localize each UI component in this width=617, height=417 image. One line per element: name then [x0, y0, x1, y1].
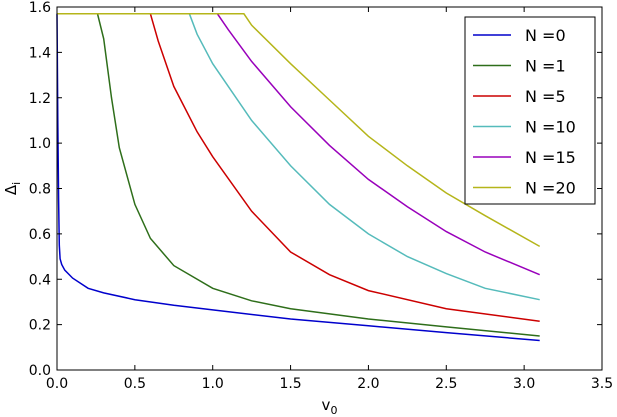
ticks-layer: 0.0 0.5 1.0 1.5 2.0 2.5 3.0 3.5 0.0 0.2 0.4 0.6 0.8 1…: [29, 0, 613, 392]
y-tick-label: 1.6: [29, 0, 51, 16]
y-tick-label: 1.4: [29, 45, 51, 61]
series-layer: [56, 13, 541, 342]
x-axis-label: v0: [322, 396, 338, 417]
x-tick-label: 2.5: [435, 376, 457, 392]
x-tick-label: 0.0: [46, 376, 68, 392]
x-tick-label: 3.0: [513, 376, 535, 392]
series-line-3: [57, 13, 540, 301]
x-axis-label-main: v: [322, 396, 331, 414]
legend-label-3: N =10: [525, 118, 576, 137]
legend-label-0: N =0: [525, 26, 566, 45]
x-tick-label: 1.5: [279, 376, 301, 392]
legend-label-2: N =5: [525, 87, 566, 106]
x-tick-label: 2.0: [357, 376, 379, 392]
x-tick-label: 3.5: [591, 376, 613, 392]
legend-label-1: N =1: [525, 57, 566, 76]
y-tick-label: 1.0: [29, 136, 51, 152]
y-axis-label-sub: i: [10, 182, 23, 185]
series-line-2: [57, 13, 540, 322]
legend-box: [464, 16, 596, 205]
y-tick-label: 0.8: [29, 182, 51, 198]
legend: N =0 N =1 N =5 N =10 N =15 N =20: [464, 16, 596, 205]
series-line-0: [56, 13, 540, 342]
plot-frame: [56, 6, 603, 371]
series-line-1: [57, 13, 540, 337]
legend-label-5: N =20: [525, 179, 576, 198]
x-tick-label: 0.5: [124, 376, 146, 392]
y-tick-label: 0.2: [29, 318, 51, 334]
series-line-4: [57, 13, 540, 276]
legend-label-4: N =15: [525, 148, 576, 167]
y-tick-label: 0.4: [29, 272, 51, 288]
y-tick-label: 0.6: [29, 227, 51, 243]
x-axis-label-sub: 0: [330, 404, 337, 417]
x-tick-label: 1.0: [202, 376, 224, 392]
y-tick-label: 1.2: [29, 91, 51, 107]
y-tick-label: 0.0: [29, 363, 51, 379]
y-axis-label-main: Δ: [2, 184, 20, 195]
y-axis-label: Δi: [2, 182, 23, 195]
